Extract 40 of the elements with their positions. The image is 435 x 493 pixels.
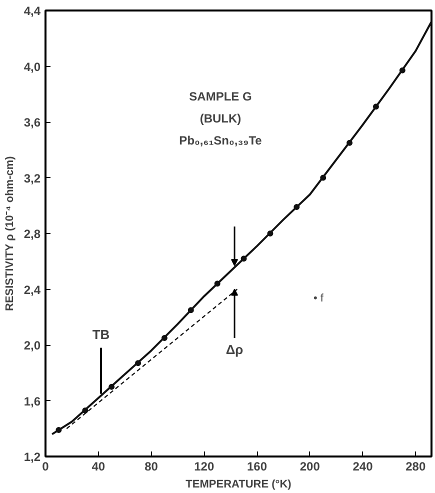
x-tick-label: 0 (42, 460, 50, 474)
point (294, 204, 300, 210)
point (56, 427, 62, 434)
y-tick-label: 4,4 (24, 4, 41, 18)
annotation: TB (92, 327, 110, 342)
x-tick-label: 280 (406, 460, 426, 474)
y-tick-label: 2,8 (24, 227, 41, 241)
point (399, 67, 406, 74)
x-axis-title: TEMPERATURE (°K) (186, 478, 292, 490)
y-tick-label: 4,0 (24, 60, 41, 74)
point (346, 140, 353, 146)
y-tick-label: 3,6 (24, 116, 41, 130)
y-tick-label: 2,0 (24, 338, 41, 352)
point (135, 360, 142, 366)
x-tick-label: 200 (300, 460, 320, 474)
annotation: • f (314, 292, 324, 304)
y-tick-label: 2,4 (24, 282, 41, 297)
x-tick-label: 240 (352, 460, 374, 474)
y-axis-title: RESISTIVITY ρ (10⁻⁴ ohm-cm) (4, 156, 16, 311)
point (240, 256, 247, 262)
y-tick-label: 3,2 (24, 171, 41, 186)
point (214, 280, 220, 287)
point (108, 384, 115, 390)
x-tick-label: 80 (144, 460, 158, 474)
point (82, 408, 88, 414)
y-tick-label: 1,6 (24, 394, 41, 408)
point (320, 174, 326, 181)
annotation: SAMPLE G (189, 90, 252, 104)
point (188, 307, 194, 314)
annotation: (BULK) (200, 112, 242, 126)
annotation: Pb₀,₆₁Sn₀,₃₉Te (179, 134, 262, 148)
x-tick-label: 160 (246, 460, 268, 474)
point (267, 230, 274, 236)
annotation: Δρ (226, 342, 244, 358)
point (161, 335, 168, 342)
y-tick-label: 1,2 (24, 450, 41, 464)
x-tick-label: 40 (92, 460, 106, 474)
point (372, 104, 379, 110)
x-tick-label: 120 (194, 460, 214, 474)
line-series (51, 20, 432, 436)
